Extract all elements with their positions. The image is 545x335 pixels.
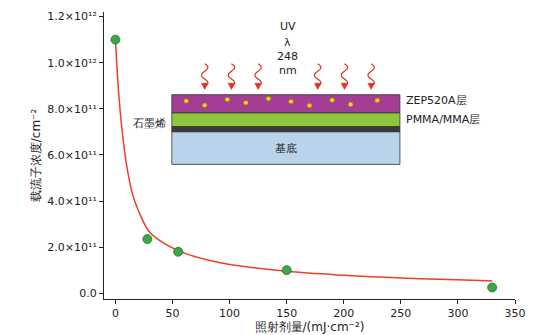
svg-text:4.0×10¹¹: 4.0×10¹¹ bbox=[47, 195, 97, 208]
svg-text:8.0×10¹¹: 8.0×10¹¹ bbox=[47, 103, 97, 116]
svg-text:350: 350 bbox=[505, 307, 526, 320]
svg-text:150: 150 bbox=[276, 307, 297, 320]
svg-text:UV: UV bbox=[280, 20, 296, 33]
svg-text:载流子浓度/cm⁻²: 载流子浓度/cm⁻² bbox=[29, 109, 43, 203]
svg-text:λ: λ bbox=[284, 36, 291, 49]
svg-text:PMMA/MMA层: PMMA/MMA层 bbox=[406, 113, 480, 126]
svg-text:ZEP520A层: ZEP520A层 bbox=[406, 94, 467, 107]
svg-text:2.0×10¹¹: 2.0×10¹¹ bbox=[47, 241, 97, 254]
svg-text:50: 50 bbox=[166, 307, 180, 320]
svg-text:nm: nm bbox=[279, 64, 297, 77]
svg-text:248: 248 bbox=[277, 50, 298, 63]
svg-text:基底: 基底 bbox=[275, 142, 297, 155]
svg-text:照射剂量/(mJ·cm⁻²): 照射剂量/(mJ·cm⁻²) bbox=[255, 320, 365, 334]
svg-text:300: 300 bbox=[447, 307, 468, 320]
svg-text:1.2×10¹²: 1.2×10¹² bbox=[47, 10, 97, 23]
svg-text:1.0×10¹²: 1.0×10¹² bbox=[47, 57, 97, 70]
svg-text:6.0×10¹¹: 6.0×10¹¹ bbox=[47, 149, 97, 162]
svg-text:100: 100 bbox=[219, 307, 240, 320]
svg-text:250: 250 bbox=[390, 307, 411, 320]
svg-text:0: 0 bbox=[112, 307, 119, 320]
svg-text:0.0: 0.0 bbox=[79, 287, 97, 300]
svg-text:石墨烯: 石墨烯 bbox=[133, 117, 166, 130]
svg-text:200: 200 bbox=[333, 307, 354, 320]
